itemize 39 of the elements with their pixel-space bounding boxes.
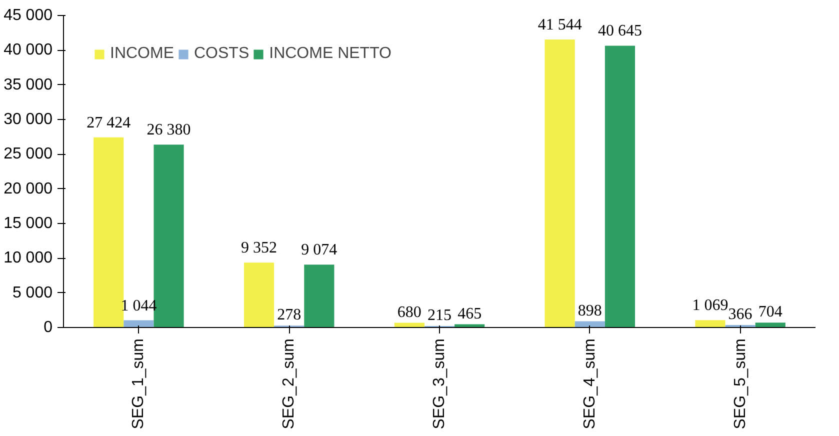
data-label: 366 — [728, 306, 752, 323]
y-tick-label: 15 000 — [4, 215, 53, 232]
bar — [304, 264, 334, 328]
y-tick-label: 30 000 — [4, 111, 53, 128]
bar — [544, 39, 575, 328]
x-tick-label: SEG_2_sum — [280, 338, 298, 430]
data-label: 41 544 — [538, 16, 582, 34]
x-tick-label: SEG_3_sum — [431, 338, 448, 430]
bar — [244, 262, 274, 328]
data-label: 215 — [428, 307, 452, 324]
y-tick-label: 20 000 — [4, 180, 53, 198]
bar — [94, 137, 124, 328]
data-label: 704 — [758, 304, 782, 321]
legend-label: INCOME — [110, 45, 174, 63]
data-label: 680 — [397, 304, 422, 321]
data-label: 465 — [458, 305, 482, 322]
data-label: 898 — [578, 302, 602, 320]
data-label: 9 074 — [301, 242, 338, 259]
x-tick-label: SEG_5_sum — [732, 338, 749, 430]
y-tick-label: 40 000 — [4, 42, 53, 59]
y-tick-label: 5 000 — [12, 284, 53, 302]
data-label: 27 424 — [86, 114, 131, 132]
data-label: 40 645 — [598, 22, 642, 40]
x-tick-label: SEG_1_sum — [130, 338, 148, 430]
bar — [604, 46, 636, 328]
bar — [695, 320, 726, 328]
data-label: 278 — [277, 306, 302, 324]
data-label: 9 352 — [241, 240, 278, 257]
y-tick-label: 25 000 — [4, 146, 53, 163]
y-tick-label: 10 000 — [4, 250, 53, 267]
y-tick-label: 45 000 — [4, 7, 53, 24]
legend-label: INCOME NETTO — [269, 45, 392, 63]
y-tick-label: 35 000 — [4, 76, 53, 94]
y-tick-label: 0 — [44, 319, 53, 336]
data-label: 1 069 — [692, 297, 728, 314]
x-tick-label: SEG_4_sum — [581, 338, 598, 430]
legend-label: COSTS — [194, 45, 250, 63]
bar — [755, 322, 786, 328]
data-label: 26 380 — [146, 122, 191, 139]
